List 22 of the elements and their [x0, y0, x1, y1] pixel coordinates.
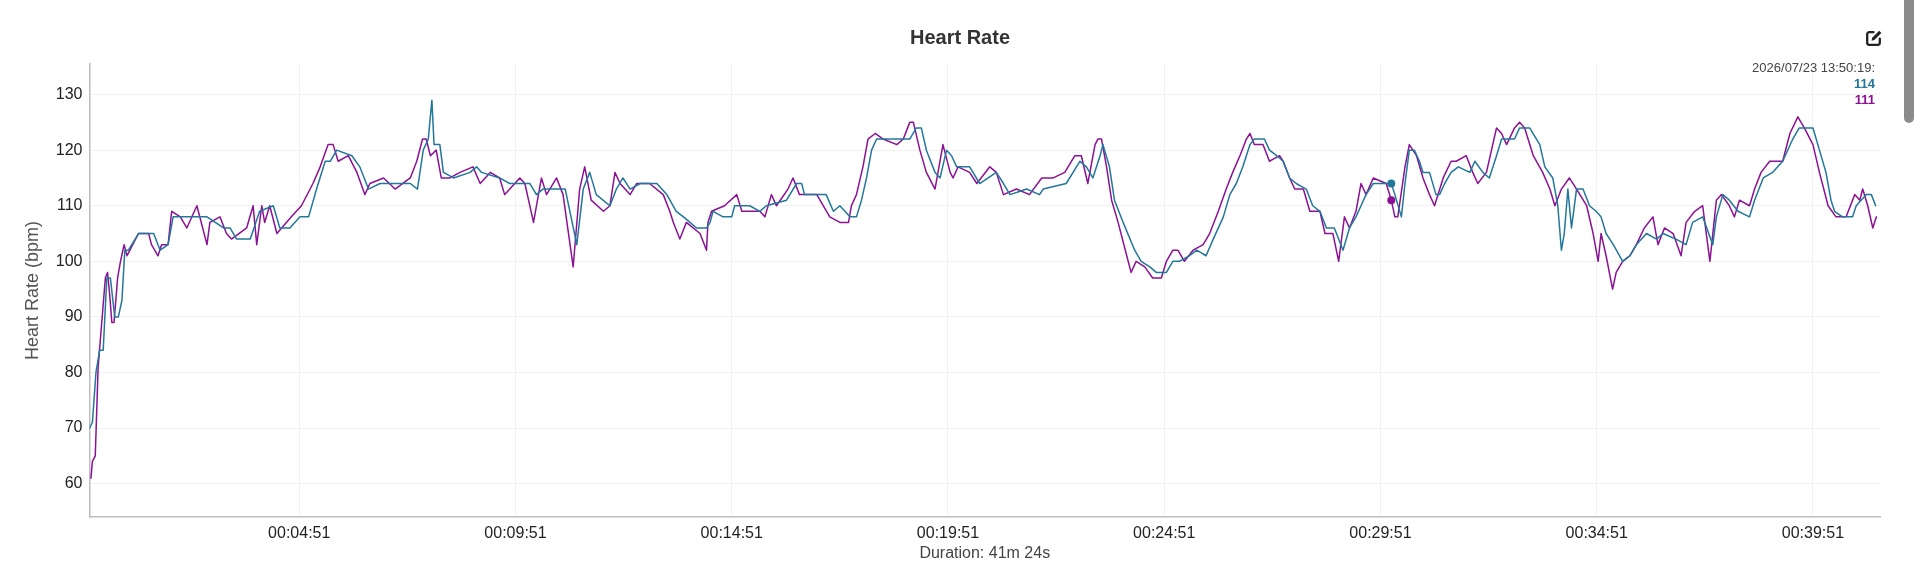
x-tick-label: 00:19:51 — [916, 524, 980, 542]
x-tick-label: 00:29:51 — [1349, 524, 1412, 542]
y-tick-label: 110 — [56, 196, 83, 214]
x-tick-label: 00:24:51 — [1133, 524, 1196, 542]
y-axis-title: Heart Rate (bpm) — [21, 220, 42, 361]
y-tick-label: 120 — [55, 140, 83, 158]
x-tick-label: 00:39:51 — [1781, 524, 1845, 542]
y-tick-label: 90 — [64, 307, 83, 325]
x-tick-label: 00:14:51 — [700, 524, 763, 542]
x-tick-label: 00:04:51 — [268, 524, 331, 542]
annotation: 2026/07/23 13:50:19: — [1752, 59, 1875, 75]
x-axis-title: Duration: 41m 24s — [919, 543, 1051, 561]
y-tick-label: 100 — [55, 251, 83, 269]
chart-title: Heart Rate — [909, 25, 1011, 48]
y-tick-label: 70 — [64, 418, 83, 436]
annotation: 114 — [1854, 75, 1876, 91]
y-tick-label: 80 — [64, 362, 83, 380]
y-tick-label: 130 — [55, 84, 83, 102]
x-tick-label: 00:34:51 — [1565, 524, 1628, 542]
annotation: 111 — [1854, 91, 1875, 107]
x-tick-label: 00:09:51 — [484, 524, 547, 542]
y-tick-label: 60 — [64, 474, 83, 492]
